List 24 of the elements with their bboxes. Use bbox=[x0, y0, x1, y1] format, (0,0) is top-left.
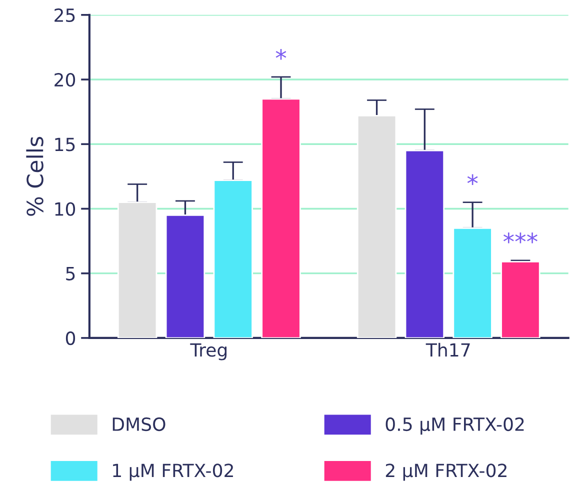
y-axis-title: % Cells bbox=[26, 136, 44, 216]
bar bbox=[261, 98, 301, 338]
bar bbox=[404, 150, 445, 338]
legend-label: DMSO bbox=[112, 417, 166, 432]
legend-label: 0.5 μM FRTX-02 bbox=[386, 417, 524, 435]
data-label: *** bbox=[503, 232, 538, 244]
bar bbox=[117, 202, 158, 338]
legend-label: 1 μM FRTX-02 bbox=[113, 464, 233, 481]
y-tick-label: 0 bbox=[66, 331, 76, 346]
y-tick-label: 5 bbox=[66, 267, 75, 280]
bar bbox=[213, 180, 253, 338]
legend-label: 2 μM FRTX-02 bbox=[386, 464, 506, 481]
bar bbox=[165, 214, 206, 338]
data-label: * bbox=[467, 174, 478, 186]
x-tick-label: Treg bbox=[190, 343, 226, 360]
y-tick-label: 25 bbox=[54, 8, 75, 22]
y-tick-label: 15 bbox=[55, 138, 75, 152]
x-tick-label: Th17 bbox=[426, 342, 470, 357]
bar bbox=[500, 261, 540, 338]
bar bbox=[356, 115, 397, 338]
y-tick-label: 20 bbox=[54, 72, 76, 87]
data-label: * bbox=[276, 48, 286, 60]
y-tick-label: 10 bbox=[55, 202, 76, 216]
bar bbox=[452, 227, 492, 338]
